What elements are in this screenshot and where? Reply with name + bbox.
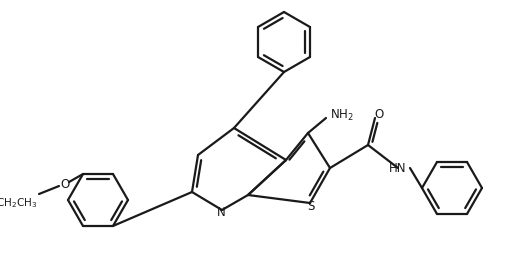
Text: HN: HN — [389, 162, 407, 175]
Text: NH$_2$: NH$_2$ — [330, 107, 354, 123]
Text: N: N — [217, 206, 225, 218]
Text: S: S — [308, 200, 315, 214]
Text: O: O — [60, 178, 70, 190]
Text: O: O — [374, 109, 384, 122]
Text: CH$_2$CH$_3$: CH$_2$CH$_3$ — [0, 196, 37, 210]
